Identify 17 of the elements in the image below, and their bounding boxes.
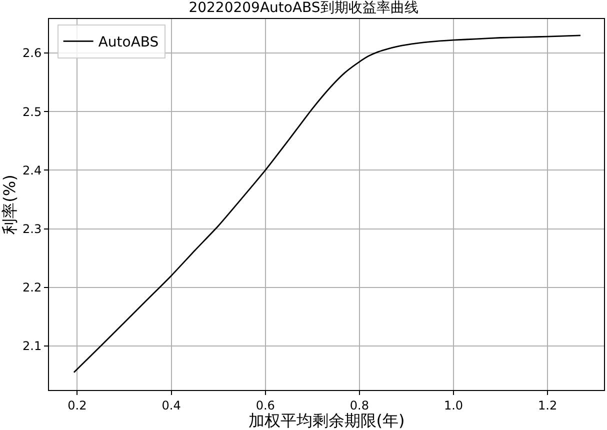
y-tick-label: 2.4 (22, 163, 42, 178)
x-tick-label: 1.2 (538, 398, 558, 412)
x-tick-label: 0.8 (350, 398, 369, 412)
y-tick-label: 2.5 (22, 104, 42, 119)
x-tick-label: 0.2 (68, 398, 87, 412)
x-tick-label: 0.4 (162, 398, 181, 412)
x-tick-label: 1.0 (444, 398, 464, 412)
y-axis-title: 利率(%) (0, 174, 19, 234)
y-tick-label: 2.1 (22, 339, 42, 354)
x-axis-title: 加权平均剩余期限(年) (248, 411, 405, 430)
y-tick-label: 2.2 (22, 280, 42, 295)
x-tick-label: 0.6 (256, 398, 275, 412)
legend-label: AutoABS (98, 34, 159, 51)
y-tick-label: 2.3 (22, 222, 42, 236)
line-series (73, 34, 582, 374)
chart-title: 20220209AutoABS到期收益率曲线 (188, 0, 418, 16)
y-tick-label: 2.6 (22, 46, 42, 60)
